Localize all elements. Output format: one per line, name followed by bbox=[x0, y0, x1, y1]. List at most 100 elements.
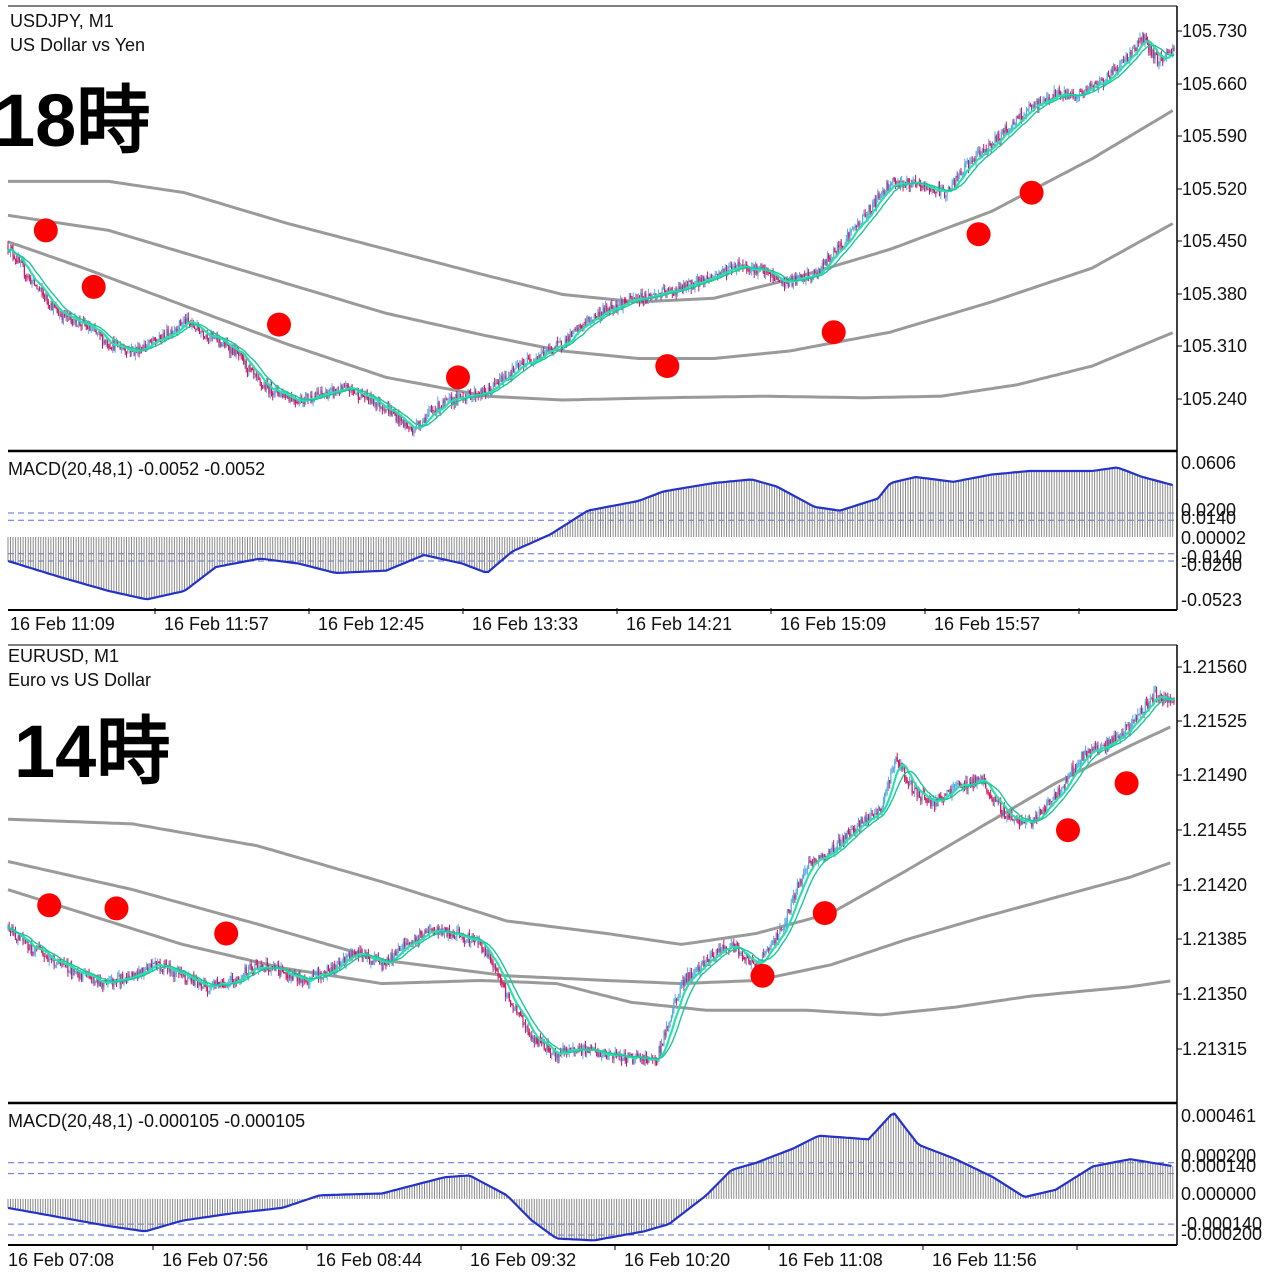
usdjpy-candle-body bbox=[825, 260, 827, 266]
usdjpy-candle bbox=[882, 186, 884, 198]
usdjpy-candle-body bbox=[225, 341, 227, 347]
eurusd-candle bbox=[482, 947, 484, 953]
usdjpy-candle-body bbox=[316, 391, 318, 398]
usdjpy-candle-body bbox=[683, 283, 685, 291]
usdjpy-candle bbox=[863, 209, 865, 217]
eurusd-candle-body bbox=[197, 980, 199, 988]
usdjpy-candle-body bbox=[1131, 48, 1133, 55]
eurusd-candle-body bbox=[33, 951, 35, 954]
eurusd-candle-body bbox=[79, 973, 81, 979]
eurusd-candle-body bbox=[607, 1056, 609, 1059]
usdjpy-candle-body bbox=[1148, 44, 1150, 53]
eurusd-candle-body bbox=[314, 973, 316, 975]
eurusd-candle bbox=[512, 1002, 514, 1014]
usdjpy-candle-body bbox=[163, 332, 165, 340]
eurusd-candle-body bbox=[431, 928, 433, 932]
usdjpy-candle-body bbox=[185, 318, 187, 325]
usdjpy-candle-body bbox=[120, 348, 122, 350]
usdjpy-candle bbox=[848, 231, 850, 243]
usdjpy-candle-body bbox=[519, 364, 521, 368]
usdjpy-candle-body bbox=[483, 388, 486, 392]
usdjpy-candle bbox=[558, 340, 560, 344]
usdjpy-candle-body bbox=[488, 387, 491, 390]
eurusd-candle-body bbox=[606, 1053, 608, 1059]
usdjpy-candle-body bbox=[380, 406, 382, 408]
usdjpy-price-tick-label: 105.660 bbox=[1182, 74, 1247, 94]
eurusd-candle bbox=[659, 1040, 661, 1058]
usdjpy-candle-body bbox=[217, 338, 220, 343]
usdjpy-candle bbox=[264, 381, 266, 392]
usdjpy-candle-body bbox=[703, 276, 705, 285]
eurusd-candle bbox=[74, 970, 76, 974]
usdjpy-candle-body bbox=[180, 320, 182, 325]
eurusd-candle-body bbox=[673, 1001, 675, 1011]
usdjpy-candle bbox=[768, 271, 770, 275]
usdjpy-candle-body bbox=[1077, 96, 1079, 98]
eurusd-candle-body bbox=[244, 967, 246, 974]
usdjpy-candle-body bbox=[724, 267, 726, 271]
eurusd-candle bbox=[341, 958, 343, 966]
eurusd-candle-body bbox=[556, 1053, 558, 1058]
eurusd-candle-body bbox=[640, 1058, 643, 1060]
usdjpy-candle-body bbox=[947, 187, 949, 192]
usdjpy-candle-body bbox=[104, 339, 106, 343]
usdjpy-candle-body bbox=[205, 334, 207, 338]
eurusd-candle-body bbox=[461, 936, 463, 938]
usdjpy-candle-body bbox=[618, 304, 620, 306]
usdjpy-candle-body bbox=[959, 171, 961, 176]
usdjpy-candle bbox=[1029, 102, 1031, 107]
eurusd-candle-body bbox=[466, 939, 468, 942]
usdjpy-candle-body bbox=[356, 390, 358, 394]
usdjpy-candle-body bbox=[1019, 112, 1021, 120]
usdjpy-candle-body bbox=[17, 257, 19, 263]
usdjpy-candle bbox=[946, 191, 948, 201]
usdjpy-candle-body bbox=[496, 382, 498, 384]
usdjpy-candle bbox=[553, 347, 555, 357]
eurusd-candle bbox=[677, 996, 679, 1001]
usdjpy-candle-body bbox=[669, 289, 671, 291]
usdjpy-candle-body bbox=[1046, 97, 1048, 104]
eurusd-candle-body bbox=[149, 963, 151, 968]
usdjpy-candle bbox=[1080, 88, 1082, 92]
usdjpy-candle-body bbox=[836, 244, 838, 253]
usdjpy-candle-body bbox=[110, 348, 112, 350]
usdjpy-candle-body bbox=[96, 332, 99, 334]
eurusd-candle-body bbox=[97, 979, 99, 985]
usdjpy-candle-body bbox=[1057, 90, 1059, 96]
usdjpy-candle-body bbox=[1015, 116, 1017, 125]
usdjpy-candle-body bbox=[190, 323, 192, 325]
usdjpy-candle-body bbox=[1143, 34, 1145, 44]
eurusd-candle-body bbox=[689, 971, 691, 981]
usdjpy-candle-body bbox=[52, 304, 54, 311]
usdjpy-candle-body bbox=[410, 426, 412, 431]
usdjpy-candle bbox=[688, 278, 690, 293]
usdjpy-candle bbox=[163, 329, 165, 343]
usdjpy-candle bbox=[251, 367, 254, 371]
usdjpy-candle-body bbox=[883, 190, 885, 194]
usdjpy-candle-body bbox=[404, 423, 406, 427]
eurusd-candle-body bbox=[553, 1050, 555, 1054]
eurusd-candle-body bbox=[688, 972, 690, 981]
usdjpy-candle-body bbox=[1140, 37, 1142, 41]
usdjpy-candle-body bbox=[1133, 47, 1135, 49]
usdjpy-candle-body bbox=[995, 136, 997, 142]
usdjpy-candle-body bbox=[36, 285, 38, 289]
usdjpy-candle-body bbox=[833, 247, 835, 258]
usdjpy-candle-body bbox=[777, 278, 779, 280]
usdjpy-candle-body bbox=[893, 177, 895, 180]
eurusd-candle-body bbox=[362, 957, 364, 959]
eurusd-candle-body bbox=[445, 927, 447, 932]
usdjpy-candle bbox=[872, 199, 874, 213]
eurusd-candle-body bbox=[229, 980, 231, 984]
eurusd-candle bbox=[244, 963, 246, 977]
eurusd-candle-body bbox=[250, 964, 252, 971]
eurusd-candle-body bbox=[405, 942, 407, 947]
eurusd-candle-body bbox=[537, 1043, 539, 1046]
usdjpy-candle bbox=[753, 264, 755, 278]
usdjpy-candle bbox=[820, 265, 822, 274]
usdjpy-candle-body bbox=[56, 307, 58, 313]
eurusd-candle bbox=[401, 944, 403, 952]
usdjpy-candle-body bbox=[878, 193, 880, 199]
usdjpy-candle-body bbox=[280, 392, 283, 394]
usdjpy-candle bbox=[446, 397, 448, 401]
